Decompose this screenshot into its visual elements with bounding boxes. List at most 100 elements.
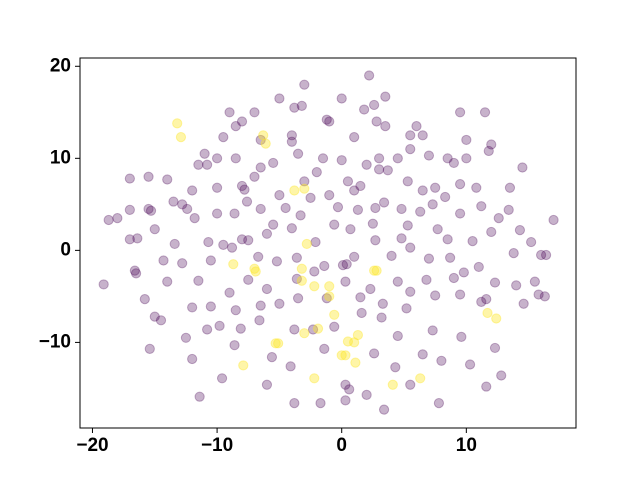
scatter-point <box>340 379 351 390</box>
scatter-point <box>226 242 238 253</box>
scatter-point <box>491 313 502 324</box>
scatter-point <box>273 338 284 349</box>
scatter-point <box>286 136 297 147</box>
scatter-point <box>289 102 300 113</box>
scatter-point <box>230 121 241 132</box>
scatter-point <box>280 202 291 214</box>
scatter-point <box>169 238 180 250</box>
scatter-point <box>299 183 310 194</box>
scatter-point <box>319 260 330 272</box>
scatter-point <box>310 236 321 248</box>
scatter-point <box>321 114 332 125</box>
scatter-point <box>361 389 372 400</box>
scatter-point <box>352 329 364 341</box>
scatter-point <box>359 104 370 115</box>
scatter-point <box>504 182 516 193</box>
scatter-point <box>405 144 416 155</box>
scatter-point <box>236 116 248 127</box>
scatter-point <box>442 153 453 164</box>
scatter-point <box>258 130 269 141</box>
scatter-point <box>396 233 407 244</box>
scatter-point <box>365 283 376 295</box>
scatter-point <box>261 379 273 390</box>
scatter-point <box>211 153 223 164</box>
scatter-point <box>296 275 307 286</box>
scatter-point <box>518 298 529 309</box>
scatter-point <box>239 184 250 195</box>
scatter-point <box>216 373 228 384</box>
scatter-point <box>139 294 150 305</box>
scatter-point <box>402 176 413 187</box>
scatter-point <box>214 320 225 331</box>
scatter-point <box>345 224 356 235</box>
scatter-point <box>370 202 381 214</box>
scatter-point <box>309 266 320 277</box>
scatter-point <box>168 196 179 207</box>
scatter-point <box>458 267 469 278</box>
scatter-point <box>377 298 388 309</box>
scatter-point <box>336 350 347 361</box>
scatter-point <box>249 171 260 182</box>
scatter-point <box>124 204 135 215</box>
scatter-point <box>218 132 229 143</box>
scatter-point <box>149 311 160 322</box>
scatter-point <box>103 214 114 226</box>
scatter-point <box>187 302 198 313</box>
scatter-point <box>433 398 445 409</box>
scatter-point <box>342 176 354 187</box>
scatter-point <box>130 268 142 279</box>
scatter-point <box>386 250 397 261</box>
scatter-point <box>371 116 382 127</box>
scatter-point <box>309 373 320 384</box>
y-tick-label: 10 <box>50 147 71 168</box>
scatter-point <box>479 107 491 118</box>
scatter-point <box>533 289 544 300</box>
scatter-point <box>324 281 335 292</box>
scatter-point <box>187 185 198 196</box>
scatter-point <box>430 182 441 193</box>
scatter-point <box>299 328 310 339</box>
scatter-point <box>415 206 426 217</box>
scatter-point <box>361 159 372 170</box>
scatter-point <box>261 283 273 295</box>
scatter-point <box>187 353 198 365</box>
scatter-point <box>177 199 188 210</box>
scatter-point <box>436 355 447 366</box>
scatter-point <box>143 203 154 215</box>
scatter-point <box>448 157 459 169</box>
scatter-point <box>350 357 361 368</box>
scatter-point <box>268 157 279 169</box>
scatter-point <box>124 173 135 184</box>
scatter-point <box>324 116 335 127</box>
scatter-point <box>373 164 385 175</box>
scatter-point <box>467 236 478 247</box>
scatter-point <box>405 130 416 141</box>
scatter-point <box>529 276 540 287</box>
scatter-point <box>415 373 426 384</box>
scatter-point <box>266 352 278 363</box>
scatter-point <box>392 153 403 164</box>
scatter-point <box>390 362 401 373</box>
scatter-point <box>268 219 279 230</box>
scatter-point <box>503 204 514 215</box>
scatter-point <box>230 305 241 316</box>
scatter-point <box>355 180 366 192</box>
scatter-point <box>423 150 435 161</box>
scatter-point <box>194 391 205 402</box>
scatter-point <box>299 176 310 187</box>
scatter-point <box>417 185 428 196</box>
scatter-point <box>355 292 366 303</box>
scatter-point <box>228 259 239 270</box>
scatter-point <box>432 224 443 235</box>
x-tick-label: −10 <box>201 435 233 456</box>
scatter-point <box>427 325 438 336</box>
scatter-point <box>340 395 351 406</box>
scatter-point <box>132 233 143 244</box>
y-tick-label: 0 <box>60 239 71 260</box>
scatter-point <box>289 324 300 335</box>
scatter-point <box>342 336 354 347</box>
scatter-point <box>396 203 407 215</box>
scatter-point <box>235 323 246 334</box>
scatter-point <box>455 178 466 190</box>
